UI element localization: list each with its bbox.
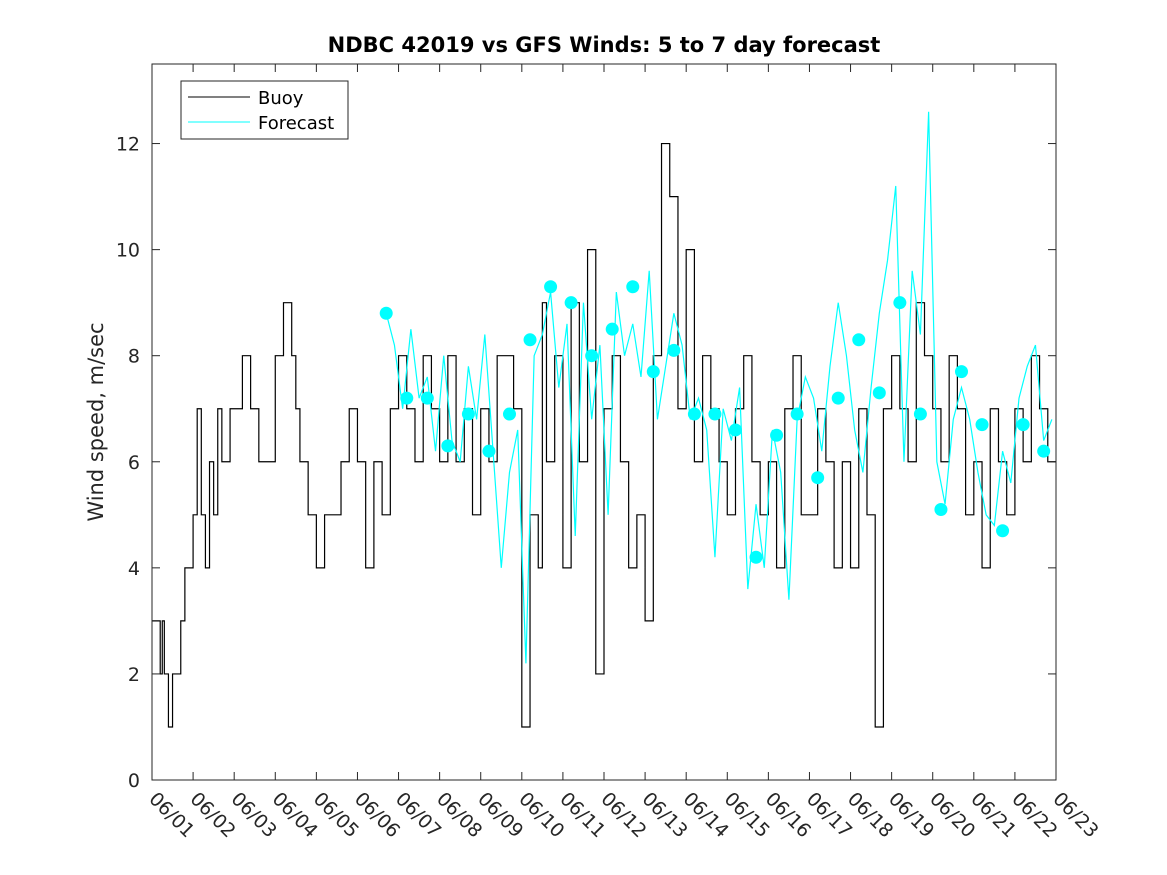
forecast-point bbox=[831, 391, 845, 405]
forecast-point bbox=[400, 391, 414, 405]
forecast-series-layer bbox=[385, 111, 1053, 664]
y-tick-label: 6 bbox=[128, 452, 140, 474]
forecast-point bbox=[893, 296, 907, 310]
y-tick-label: 10 bbox=[116, 240, 140, 262]
forecast-points-layer bbox=[379, 280, 1051, 564]
forecast-point bbox=[728, 423, 742, 437]
forecast-point bbox=[605, 322, 619, 336]
forecast-point bbox=[749, 550, 763, 564]
forecast-point bbox=[770, 428, 784, 442]
forecast-point bbox=[441, 439, 455, 453]
forecast-point bbox=[626, 280, 640, 294]
y-tick-label: 4 bbox=[128, 558, 140, 580]
legend-box bbox=[180, 80, 349, 140]
chart-title: NDBC 42019 vs GFS Winds: 5 to 7 day fore… bbox=[328, 33, 881, 57]
forecast-point bbox=[482, 444, 496, 458]
forecast-point bbox=[523, 333, 537, 347]
legend: Buoy Forecast bbox=[180, 80, 349, 140]
legend-buoy-label: Buoy bbox=[258, 88, 304, 109]
forecast-point bbox=[502, 407, 516, 421]
forecast-point bbox=[872, 386, 886, 400]
y-tick-label: 12 bbox=[116, 134, 140, 156]
forecast-point bbox=[852, 333, 866, 347]
y-tick-label: 8 bbox=[128, 346, 140, 368]
forecast-point bbox=[544, 280, 558, 294]
forecast-point bbox=[687, 407, 701, 421]
forecast-point bbox=[913, 407, 927, 421]
forecast-point bbox=[667, 343, 681, 357]
forecast-series-line bbox=[385, 111, 1053, 664]
legend-forecast-label: Forecast bbox=[258, 113, 334, 134]
y-tick-label: 2 bbox=[128, 664, 140, 686]
forecast-point bbox=[790, 407, 804, 421]
forecast-point bbox=[564, 296, 578, 310]
y-axis-label: Wind speed, m/sec bbox=[84, 322, 108, 521]
forecast-point bbox=[708, 407, 722, 421]
forecast-point bbox=[420, 391, 434, 405]
forecast-point bbox=[379, 306, 393, 320]
forecast-point bbox=[975, 418, 989, 432]
forecast-point bbox=[996, 524, 1010, 538]
y-axis: 0 2 4 6 8 10 12 bbox=[116, 134, 1056, 792]
forecast-point bbox=[811, 471, 825, 485]
forecast-point bbox=[461, 407, 475, 421]
forecast-point bbox=[646, 365, 660, 379]
forecast-point bbox=[934, 503, 948, 517]
forecast-point bbox=[1016, 418, 1030, 432]
forecast-point bbox=[954, 365, 968, 379]
y-tick-label: 0 bbox=[128, 770, 140, 792]
forecast-point bbox=[585, 349, 599, 363]
forecast-point bbox=[1037, 444, 1051, 458]
